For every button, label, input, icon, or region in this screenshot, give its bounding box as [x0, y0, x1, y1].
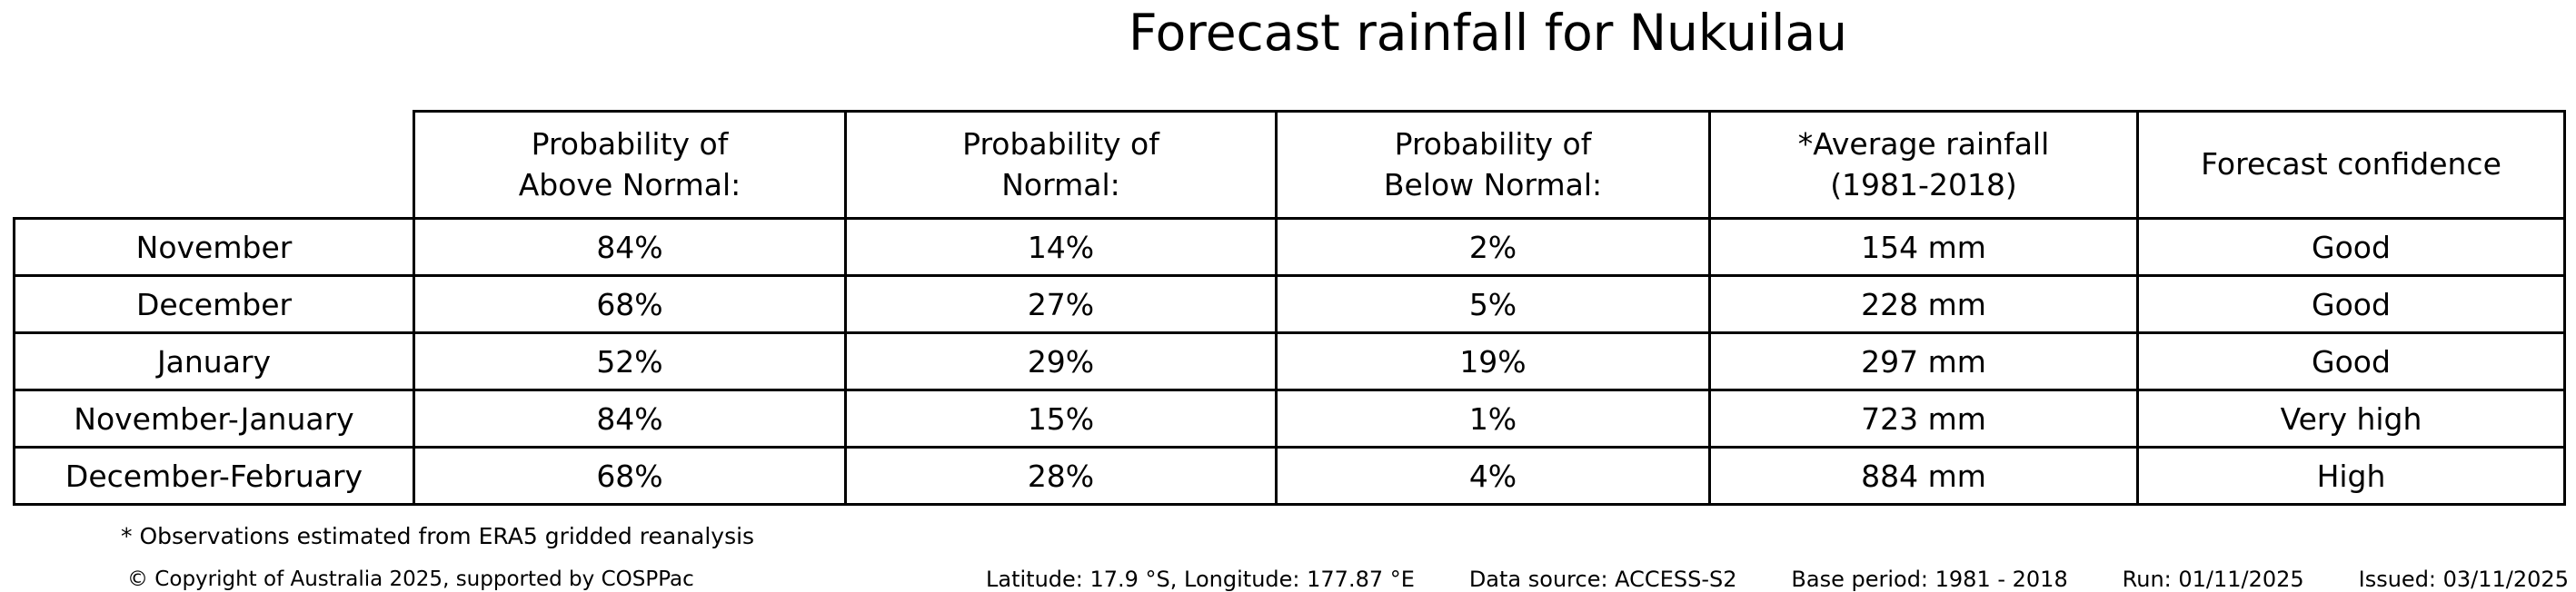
cell-normal: 28% [844, 446, 1278, 506]
page-title: Forecast rainfall for Nukuilau [1128, 4, 1848, 62]
cell-average-rainfall: 154 mm [1708, 217, 2139, 277]
cell-normal: 29% [844, 331, 1278, 391]
row-label: December [13, 274, 415, 334]
table-row-november: November 84% 14% 2% 154 mm Good [13, 217, 2566, 277]
cell-normal: 14% [844, 217, 1278, 277]
cell-forecast-confidence: Good [2136, 274, 2566, 334]
cell-forecast-confidence: Very high [2136, 389, 2566, 449]
row-label: January [13, 331, 415, 391]
table-row-december-february: December-February 68% 28% 4% 884 mm High [13, 446, 2566, 506]
table-row-january: January 52% 29% 19% 297 mm Good [13, 331, 2566, 391]
column-header-above-normal: Probability of Above Normal: [413, 110, 847, 220]
cell-average-rainfall: 228 mm [1708, 274, 2139, 334]
table-header-row: Probability of Above Normal: Probability… [15, 110, 2566, 220]
cell-above-normal: 84% [413, 217, 847, 277]
issued-date: Issued: 03/11/2025 [2358, 567, 2569, 592]
cell-above-normal: 68% [413, 274, 847, 334]
cell-below-normal: 19% [1275, 331, 1711, 391]
cell-above-normal: 68% [413, 446, 847, 506]
run-date: Run: 01/11/2025 [2122, 567, 2304, 592]
footnote: * Observations estimated from ERA5 gridd… [121, 523, 755, 549]
cell-below-normal: 4% [1275, 446, 1711, 506]
data-source: Data source: ACCESS-S2 [1468, 567, 1737, 592]
cell-below-normal: 1% [1275, 389, 1711, 449]
cell-normal: 15% [844, 389, 1278, 449]
column-header-below-normal: Probability of Below Normal: [1275, 110, 1711, 220]
table-row-november-january: November-January 84% 15% 1% 723 mm Very … [13, 389, 2566, 449]
corner-cell [15, 112, 414, 219]
cell-average-rainfall: 723 mm [1708, 389, 2139, 449]
column-header-normal: Probability of Normal: [844, 110, 1278, 220]
cell-above-normal: 84% [413, 389, 847, 449]
cell-forecast-confidence: Good [2136, 331, 2566, 391]
cell-below-normal: 2% [1275, 217, 1711, 277]
cell-normal: 27% [844, 274, 1278, 334]
forecast-table: Probability of Above Normal: Probability… [13, 110, 2566, 506]
column-header-forecast-confidence: Forecast confidence [2136, 110, 2566, 220]
cell-below-normal: 5% [1275, 274, 1711, 334]
column-header-average-rainfall: *Average rainfall (1981-2018) [1708, 110, 2139, 220]
cell-above-normal: 52% [413, 331, 847, 391]
copyright-text: © Copyright of Australia 2025, supported… [127, 567, 694, 591]
cell-average-rainfall: 884 mm [1708, 446, 2139, 506]
cell-forecast-confidence: Good [2136, 217, 2566, 277]
table-row-december: December 68% 27% 5% 228 mm Good [13, 274, 2566, 334]
cell-average-rainfall: 297 mm [1708, 331, 2139, 391]
row-label: November [13, 217, 415, 277]
latitude-longitude: Latitude: 17.9 °S, Longitude: 177.87 °E [986, 567, 1415, 592]
row-label: December-February [13, 446, 415, 506]
base-period: Base period: 1981 - 2018 [1791, 567, 2068, 592]
footer-metadata: Latitude: 17.9 °S, Longitude: 177.87 °E … [986, 567, 2569, 592]
cell-forecast-confidence: High [2136, 446, 2566, 506]
row-label: November-January [13, 389, 415, 449]
